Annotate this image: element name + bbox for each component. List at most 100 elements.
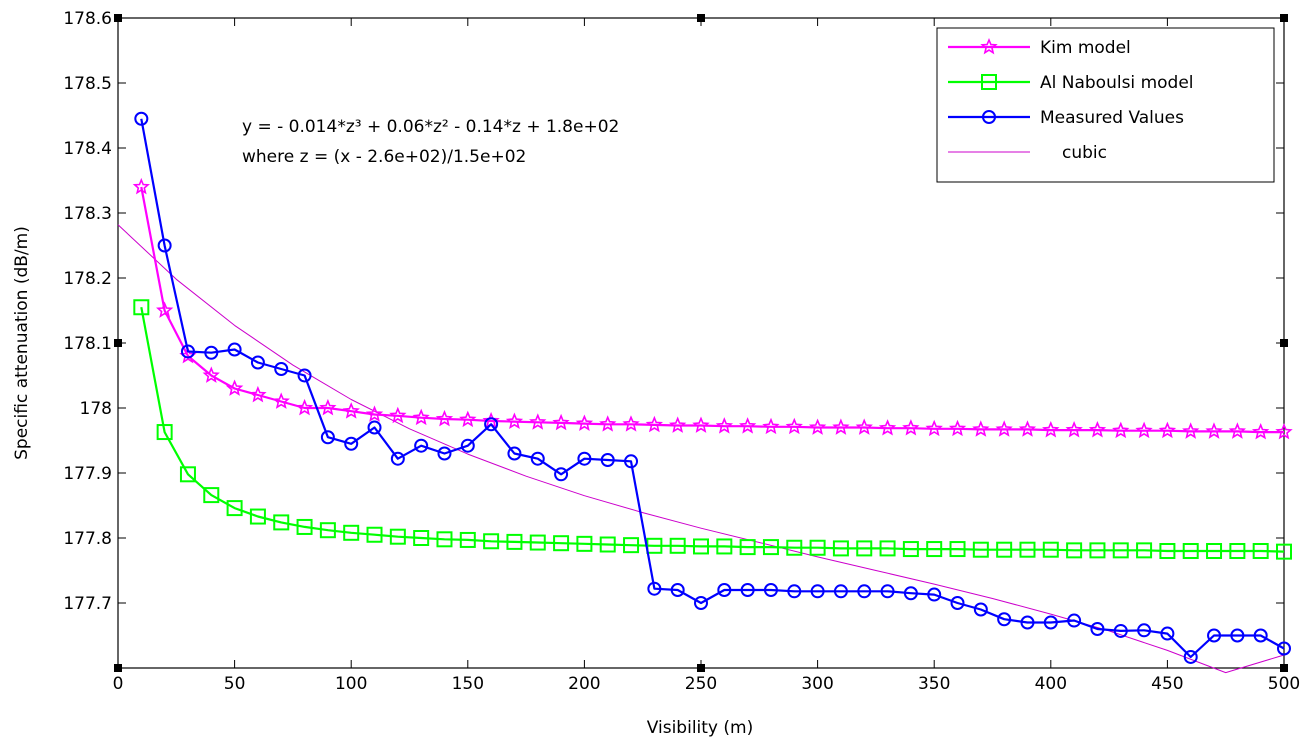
data-point: [600, 453, 615, 467]
data-point: [645, 415, 663, 433]
y-tick-label: 178.6: [63, 9, 112, 29]
legend-item: Measured Values: [948, 108, 1184, 128]
legend: Kim model Al Naboulsi model Measured Value…: [936, 27, 1275, 183]
data-point: [274, 362, 289, 376]
data-point: [996, 541, 1013, 558]
data-point: [1251, 423, 1270, 440]
corner-mark: [1280, 664, 1288, 672]
data-point: [856, 540, 873, 557]
data-point: [134, 111, 149, 126]
x-tick-label: 200: [568, 674, 600, 694]
data-point: [995, 420, 1013, 437]
data-point: [1089, 542, 1106, 559]
y-axis-label: Specific attenuation (dB/m): [12, 226, 32, 460]
series-line: [140, 118, 1285, 659]
series-kim-model: [132, 177, 1293, 440]
data-point: [855, 418, 873, 435]
legend-item: cubic: [948, 143, 1107, 163]
data-point: [202, 366, 220, 383]
data-point: [668, 416, 687, 433]
data-point: [553, 535, 570, 552]
data-point: [297, 368, 312, 383]
data-point: [577, 451, 592, 466]
data-point: [716, 538, 733, 555]
data-point: [1113, 623, 1128, 638]
data-point: [414, 438, 429, 453]
data-point: [554, 467, 569, 482]
data-point: [739, 539, 756, 556]
data-point: [272, 392, 290, 409]
data-point: [413, 530, 430, 546]
x-tick-label: 300: [801, 674, 833, 694]
x-tick-label: 0: [113, 674, 124, 694]
data-point: [1019, 541, 1036, 558]
data-point: [832, 418, 850, 435]
data-point: [390, 451, 405, 466]
data-point: [203, 487, 220, 504]
data-point: [1252, 543, 1269, 559]
data-point: [1277, 641, 1291, 656]
data-point: [739, 417, 757, 434]
x-tick-label: 450: [1151, 674, 1183, 694]
data-point: [483, 533, 500, 550]
y-tick-label: 177.8: [63, 529, 112, 549]
legend-label: Measured Values: [1040, 108, 1184, 128]
data-point: [972, 420, 990, 437]
data-point: [997, 612, 1012, 627]
corner-mark: [1280, 339, 1288, 347]
data-point: [949, 541, 966, 558]
data-point: [295, 398, 314, 416]
data-point: [669, 537, 686, 554]
x-tick-label: 250: [685, 674, 717, 694]
data-point: [156, 301, 174, 318]
data-point: [227, 342, 242, 357]
data-point: [459, 410, 477, 428]
data-point: [925, 419, 943, 437]
y-tick-label: 178.2: [63, 269, 112, 289]
data-point: [576, 535, 593, 552]
data-point: [1136, 542, 1153, 559]
data-point: [343, 524, 360, 541]
data-point: [575, 414, 594, 432]
y-tick-label: 177.7: [63, 594, 112, 614]
series-line: [140, 306, 1285, 553]
data-point: [505, 412, 524, 429]
corner-mark: [1280, 14, 1288, 22]
series-layer: [117, 111, 1293, 674]
corner-marks: [114, 14, 1288, 672]
data-point: [973, 602, 988, 617]
data-point: [1275, 423, 1293, 440]
data-point: [833, 584, 848, 599]
data-point: [204, 345, 219, 360]
data-point: [296, 518, 313, 535]
data-point: [980, 37, 998, 55]
y-tick-label: 178: [80, 399, 112, 419]
data-point: [459, 531, 476, 548]
data-point: [1228, 422, 1246, 439]
data-point: [763, 583, 778, 597]
y-tick-label: 177.9: [63, 464, 112, 484]
data-point: [249, 508, 266, 525]
data-point: [1276, 543, 1292, 560]
data-point: [950, 596, 965, 610]
legend-label: Kim model: [1040, 38, 1131, 58]
data-point: [460, 438, 475, 453]
data-point: [785, 417, 803, 435]
data-point: [1182, 422, 1200, 439]
data-point: [226, 500, 243, 517]
data-point: [810, 584, 825, 599]
data-point: [786, 539, 803, 556]
data-point: [507, 446, 522, 461]
data-point: [389, 528, 406, 545]
x-tick-label: 400: [1035, 674, 1067, 694]
data-point: [981, 74, 997, 90]
y-tick-label: 178.3: [63, 204, 112, 224]
y-tick-label: 178.5: [63, 74, 112, 94]
data-point: [879, 540, 896, 557]
legend-label: Al Naboulsi model: [1040, 73, 1194, 93]
data-point: [857, 584, 872, 599]
x-tick-label: 50: [224, 674, 246, 694]
data-point: [694, 596, 708, 610]
data-point: [832, 540, 849, 557]
data-point: [1018, 420, 1037, 437]
